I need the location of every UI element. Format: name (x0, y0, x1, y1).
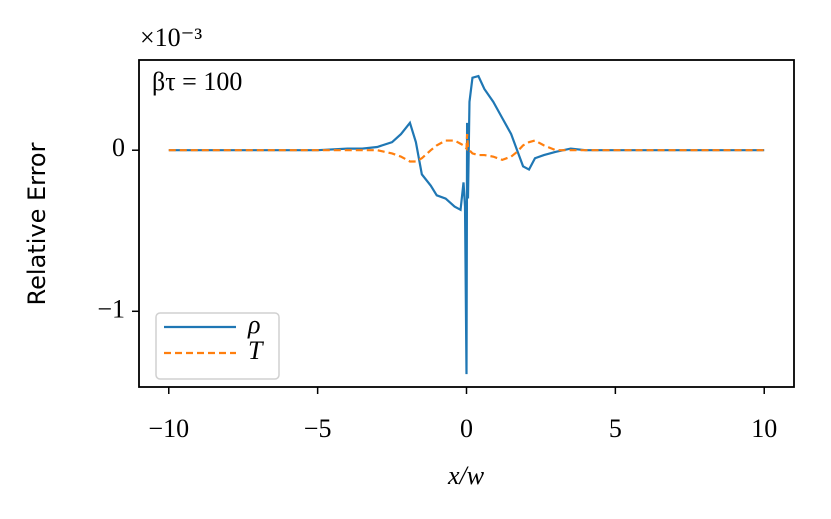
y-tick-label: 0 (112, 133, 125, 162)
series-line (168, 74, 765, 375)
legend-label: T (248, 336, 264, 365)
legend-label: ρ (247, 310, 260, 339)
axes-frame (138, 59, 795, 388)
x-tick-label: 5 (609, 414, 622, 443)
x-tick-label: −5 (304, 414, 332, 443)
y-axis-label: Relative Error (23, 142, 51, 305)
annotation: βτ = 100 (152, 67, 242, 96)
series-line (168, 134, 765, 163)
legend-box (155, 312, 280, 380)
x-axis-label: x/w (447, 461, 485, 490)
x-tick-label: 10 (751, 414, 777, 443)
plot-area (168, 74, 765, 375)
y-tick-label: −1 (97, 294, 125, 323)
x-tick-label: −10 (148, 414, 189, 443)
x-tick-label: 0 (460, 414, 473, 443)
offset-text: ×10⁻³ (140, 23, 202, 52)
